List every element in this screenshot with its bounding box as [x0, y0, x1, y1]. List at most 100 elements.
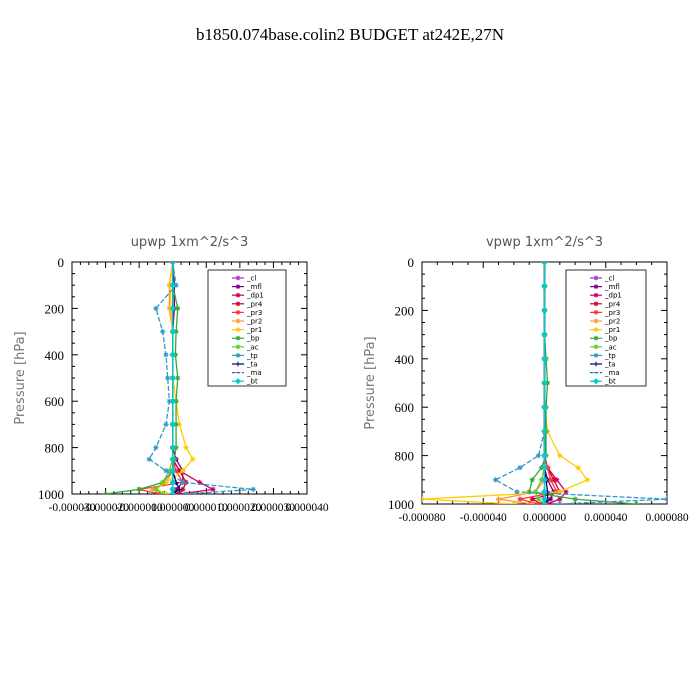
legend-label_ta: _ta	[246, 361, 258, 369]
series-line_tp	[148, 262, 254, 494]
legend-label_ac: _ac	[604, 343, 617, 351]
data-point_bt	[169, 467, 177, 475]
data-point_pr1	[183, 445, 189, 451]
x-tick-label: 0.000080	[645, 512, 688, 524]
data-point_bp	[173, 329, 179, 335]
data-point_bt	[541, 355, 548, 363]
data-point_tp	[153, 305, 159, 311]
legend-marker_bp	[593, 335, 599, 341]
data-point_bt	[169, 490, 177, 494]
x-tick-label: 0.000000	[523, 512, 566, 524]
x-tick-label: 0.000040	[584, 512, 627, 524]
data-point_ac	[153, 486, 159, 492]
data-point_pr1	[557, 453, 563, 459]
legend-box	[207, 269, 287, 387]
data-point_tp	[165, 375, 171, 381]
data-point_bt	[541, 307, 548, 314]
data-point_bt	[169, 444, 177, 451]
legend-marker_ac	[235, 344, 241, 350]
legend-label_ac: _ac	[246, 343, 259, 351]
series-group	[422, 262, 667, 504]
data-point_pr2	[149, 486, 156, 492]
data-point_pr1	[511, 501, 517, 504]
legend-label_pr4: _pr4	[604, 300, 621, 308]
y-tick-label: 1000	[388, 497, 414, 512]
data-point_bt	[541, 331, 548, 338]
legend-marker_ta	[593, 361, 599, 367]
data-point_bp	[529, 477, 535, 483]
data-point_tp	[166, 398, 172, 404]
data-point_bt	[169, 421, 177, 428]
data-point_tp	[163, 468, 169, 474]
data-point_tp	[180, 479, 186, 485]
data-point_bt	[169, 305, 177, 312]
data-point_bt	[169, 374, 177, 382]
data-point_bt	[541, 500, 548, 504]
x-tick-label: 0.000010	[185, 502, 228, 514]
figure-title: b1850.074base.colin2 BUDGET at242E,27N	[196, 25, 504, 44]
data-point_pr3	[535, 501, 541, 504]
legend-marker_cl	[593, 275, 599, 281]
legend-label_bp: _bp	[246, 335, 260, 343]
y-tick-label: 600	[395, 400, 415, 415]
data-point_ac	[535, 496, 541, 502]
y-tick-label: 400	[45, 348, 65, 363]
data-point_bt	[541, 262, 548, 266]
data-point_pr2	[529, 501, 535, 504]
legend-marker_tp	[235, 353, 241, 358]
x-tick-label: 0.000030	[252, 502, 295, 514]
y-tick-label: 200	[395, 303, 415, 318]
y-tick-label: 600	[45, 394, 65, 409]
data-point_mfl	[173, 486, 179, 492]
data-point_tp	[173, 282, 179, 288]
x-tick-label: -0.000040	[460, 512, 507, 524]
y-tick-label: 1000	[38, 487, 64, 502]
legend-label_pr2: _pr2	[604, 318, 620, 326]
legend-marker_tp	[593, 353, 599, 358]
data-point_pr3	[548, 477, 554, 483]
data-point_bp	[572, 496, 578, 502]
data-point_bt	[541, 452, 548, 459]
data-point_ta	[176, 486, 183, 492]
legend-marker_cl	[235, 275, 241, 281]
y-tick-label: 0	[408, 255, 415, 270]
data-point_tp	[664, 496, 667, 502]
data-point_pr1	[575, 465, 581, 471]
series-group	[102, 262, 256, 494]
data-point_tp	[535, 453, 541, 459]
legend-marker_pr2	[235, 318, 241, 324]
data-point_pr3	[517, 496, 523, 502]
legend-marker_ac	[593, 344, 599, 350]
legend-label_bp: _bp	[604, 335, 618, 343]
data-point_pr3	[173, 468, 179, 474]
legend-marker_bt	[234, 378, 242, 385]
legend-label_pr2: _pr2	[246, 318, 262, 326]
upwp-panel: upwp 1xm^2/s^3 Pressure [hPa] 0 200 400 600 80…	[13, 235, 329, 514]
legend-marker_ta	[235, 361, 241, 367]
data-point_bp	[175, 375, 181, 381]
data-point_tp	[517, 465, 523, 471]
legend-label_pr1: _pr1	[604, 326, 620, 334]
data-point_tp	[557, 501, 563, 504]
y-tick-label: 200	[45, 301, 65, 316]
data-point_bt	[541, 282, 548, 290]
data-point_bp	[173, 398, 179, 404]
data-point_bt	[169, 397, 177, 405]
data-point_ac	[532, 489, 538, 495]
data-point_ac	[166, 468, 172, 474]
data-point_bt	[169, 455, 177, 463]
legend-marker_pr2	[593, 318, 599, 324]
data-point_pr1	[180, 468, 186, 474]
data-point_tp	[153, 445, 159, 451]
legend-box	[565, 269, 647, 387]
data-point_pr4	[176, 468, 183, 474]
legend: _cl_mfl_dp1_pr4_pr3_pr2_pr1_bp_ac_tp_ta_…	[565, 269, 647, 387]
x-tick-label: -0.000030	[49, 502, 96, 514]
data-point_tp	[160, 329, 166, 335]
data-point_bt	[169, 479, 177, 486]
data-point_pr2	[495, 496, 502, 502]
legend-label_bt: _bt	[246, 378, 258, 386]
data-point_pr4	[551, 477, 557, 483]
data-point_bt	[169, 281, 177, 289]
